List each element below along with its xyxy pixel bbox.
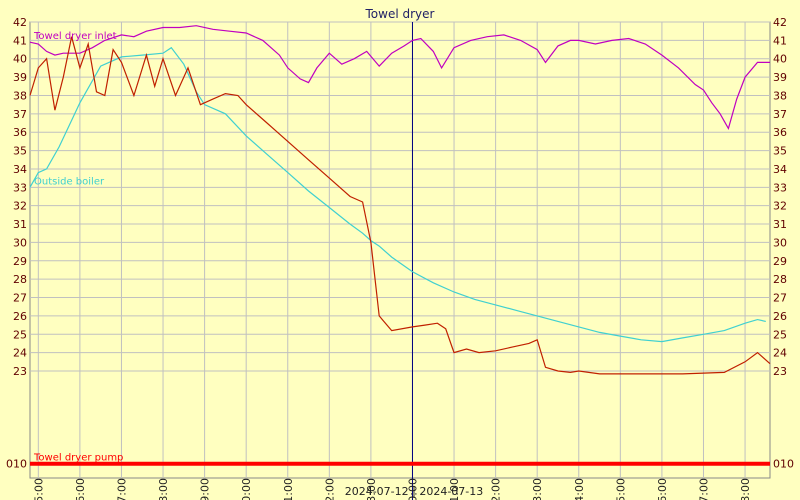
series-line-3 (29, 36, 771, 375)
x-tick-label: 04:00 (573, 478, 586, 500)
x-tick-label: 19:00 (199, 478, 212, 500)
series-line-0 (29, 25, 770, 131)
y-tick-label-right: 29 (773, 255, 787, 268)
y-tick-label-left: 34 (13, 163, 27, 176)
x-tick-label: 00:00 (406, 478, 419, 500)
y-tick-label-right: 38 (773, 89, 787, 102)
y-tick-label-left: 36 (13, 126, 27, 139)
y-tick-label-left: 24 (13, 347, 27, 360)
grid (29, 21, 771, 500)
y-tick-label-right: 36 (773, 126, 787, 139)
y-tick-label-right: 31 (773, 218, 787, 231)
y-tick-label-right: 39 (773, 71, 787, 84)
x-tick-label: 16:00 (74, 478, 87, 500)
x-tick-label: 08:00 (739, 478, 752, 500)
y-tick-label-right: 33 (773, 181, 787, 194)
x-tick-label: 02:00 (490, 478, 503, 500)
series-label-2: Towel dryer pump (33, 453, 123, 464)
x-tick-label: 17:00 (115, 478, 128, 500)
y-tick-label-left: 29 (13, 255, 27, 268)
x-tick-label: 21:00 (282, 478, 295, 500)
y-tick-label-left: 010 (6, 458, 27, 471)
y-tick-label-left: 25 (13, 328, 27, 341)
y-tick-label-left: 32 (13, 200, 27, 213)
y-tick-label-left: 23 (13, 365, 27, 378)
y-tick-label-left: 30 (13, 236, 27, 249)
y-tick-label-right: 42 (773, 16, 787, 29)
y-axis-right: 42 41 40 39 38 37 36 35 34 33 32 31 30 29 28 27 26 25 24 23… (773, 16, 794, 471)
y-tick-label-left: 26 (13, 310, 27, 323)
date-label: 2024-07-12 | 2024-07-13 (345, 485, 484, 498)
series-label-1: Outside boiler (34, 176, 105, 187)
y-tick-label-right: 24 (773, 347, 787, 360)
y-tick-label-right: 23 (773, 365, 787, 378)
y-tick-label-right: 010 (773, 458, 794, 471)
y-tick-label-right: 27 (773, 292, 787, 305)
x-tick-label: 23:00 (365, 478, 378, 500)
x-tick-label: 05:00 (614, 478, 627, 500)
y-tick-label-left: 35 (13, 145, 27, 158)
x-tick-label: 15:00 (32, 478, 45, 500)
series-group (29, 25, 771, 466)
y-tick-label-left: 38 (13, 89, 27, 102)
y-tick-label-right: 34 (773, 163, 787, 176)
chart-title: Towel dryer (365, 7, 435, 21)
y-tick-label-left: 28 (13, 273, 27, 286)
y-tick-label-right: 25 (773, 328, 787, 341)
y-tick-label-left: 41 (13, 34, 27, 47)
y-tick-label-left: 39 (13, 71, 27, 84)
series-label-0: Towel dryer inlet (33, 31, 117, 42)
x-tick-label: 03:00 (531, 478, 544, 500)
y-tick-label-right: 26 (773, 310, 787, 323)
y-tick-label-right: 40 (773, 53, 787, 66)
y-tick-label-right: 30 (773, 236, 787, 249)
y-tick-label-right: 41 (773, 34, 787, 47)
y-tick-label-right: 35 (773, 145, 787, 158)
x-tick-label: 01:00 (448, 478, 461, 500)
x-tick-label: 18:00 (157, 478, 170, 500)
y-tick-label-left: 27 (13, 292, 27, 305)
y-tick-label-right: 37 (773, 108, 787, 121)
y-tick-label-left: 33 (13, 181, 27, 194)
y-tick-label-left: 37 (13, 108, 27, 121)
y-tick-label-left: 42 (13, 16, 27, 29)
y-tick-label-left: 31 (13, 218, 27, 231)
x-tick-label: 22:00 (323, 478, 336, 500)
series-labels: Towel dryer inlet Outside boiler Towel dry… (33, 31, 123, 464)
x-tick-label: 07:00 (697, 478, 710, 500)
x-tick-label: 06:00 (656, 478, 669, 500)
y-tick-label-left: 40 (13, 53, 27, 66)
y-axis-left: 42 41 40 39 38 37 36 35 34 33 32 31 30 29 28 27 26 25 24 23… (6, 16, 27, 471)
x-tick-label: 20:00 (240, 478, 253, 500)
y-tick-label-right: 28 (773, 273, 787, 286)
x-axis: 15:00 16:00 17:00 18:00 19:00 20:00 21:00 22:00… (32, 478, 752, 500)
y-tick-label-right: 32 (773, 200, 787, 213)
